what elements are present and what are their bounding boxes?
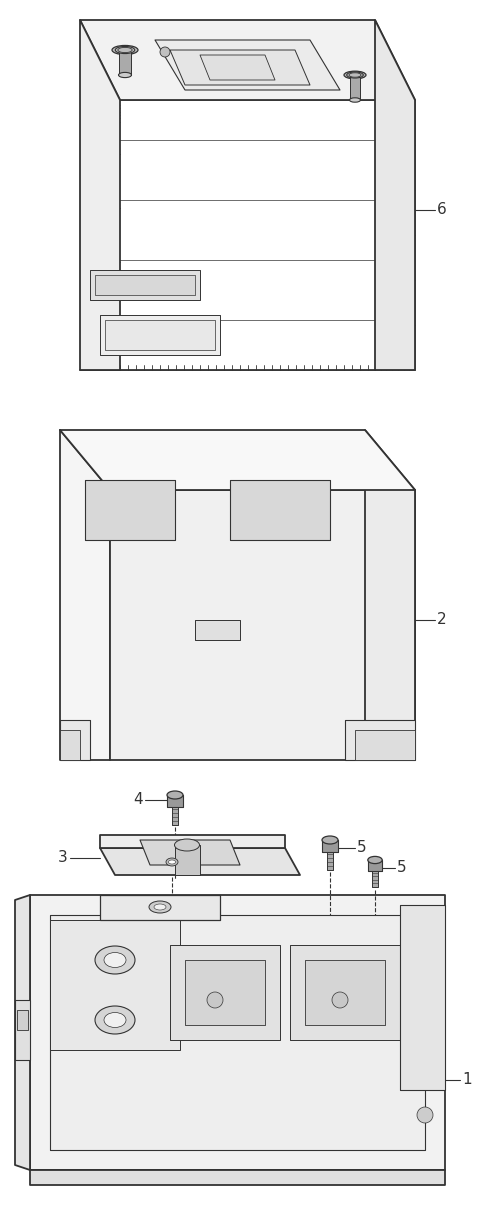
Text: 4: 4 xyxy=(133,793,143,807)
Circle shape xyxy=(417,1107,433,1123)
Polygon shape xyxy=(365,430,415,760)
Ellipse shape xyxy=(95,946,135,974)
Polygon shape xyxy=(322,840,338,852)
Polygon shape xyxy=(172,807,178,825)
Polygon shape xyxy=(290,945,400,1040)
Ellipse shape xyxy=(349,98,360,102)
Ellipse shape xyxy=(104,952,126,968)
Polygon shape xyxy=(110,490,415,760)
Polygon shape xyxy=(140,840,240,865)
Polygon shape xyxy=(85,480,175,540)
Polygon shape xyxy=(60,430,415,490)
Polygon shape xyxy=(50,915,425,1150)
Polygon shape xyxy=(90,270,200,300)
Polygon shape xyxy=(368,860,382,871)
Polygon shape xyxy=(17,1010,28,1030)
Ellipse shape xyxy=(119,72,132,77)
Polygon shape xyxy=(100,848,300,875)
Polygon shape xyxy=(230,480,330,540)
Polygon shape xyxy=(305,960,385,1025)
Ellipse shape xyxy=(347,72,363,78)
Circle shape xyxy=(160,47,170,57)
Polygon shape xyxy=(100,315,220,355)
Polygon shape xyxy=(100,835,285,848)
Polygon shape xyxy=(15,1000,30,1060)
Polygon shape xyxy=(30,1170,445,1185)
Ellipse shape xyxy=(167,790,183,799)
Polygon shape xyxy=(372,871,378,887)
Polygon shape xyxy=(80,20,415,100)
Polygon shape xyxy=(119,49,131,75)
Polygon shape xyxy=(100,895,220,919)
Polygon shape xyxy=(50,919,180,1050)
Polygon shape xyxy=(80,20,120,370)
Circle shape xyxy=(332,992,348,1009)
Ellipse shape xyxy=(115,47,135,53)
Text: 5: 5 xyxy=(357,841,367,856)
Text: 6: 6 xyxy=(437,202,447,217)
Text: 3: 3 xyxy=(58,851,68,865)
Polygon shape xyxy=(175,845,200,875)
Polygon shape xyxy=(155,40,340,90)
Polygon shape xyxy=(170,49,310,86)
Polygon shape xyxy=(60,730,80,760)
Ellipse shape xyxy=(175,839,200,851)
Polygon shape xyxy=(200,55,275,80)
Ellipse shape xyxy=(349,72,361,77)
Ellipse shape xyxy=(112,46,138,54)
Polygon shape xyxy=(60,721,90,760)
Ellipse shape xyxy=(154,904,166,910)
Text: 5: 5 xyxy=(397,860,407,876)
Ellipse shape xyxy=(118,47,132,53)
Circle shape xyxy=(207,992,223,1009)
Ellipse shape xyxy=(322,836,338,844)
Polygon shape xyxy=(170,945,280,1040)
Ellipse shape xyxy=(149,901,171,913)
Polygon shape xyxy=(30,895,445,1170)
Polygon shape xyxy=(350,75,360,100)
Polygon shape xyxy=(327,852,333,870)
Polygon shape xyxy=(95,275,195,295)
Ellipse shape xyxy=(95,1006,135,1034)
Polygon shape xyxy=(185,960,265,1025)
Polygon shape xyxy=(345,721,415,760)
Text: 1: 1 xyxy=(462,1072,472,1087)
Polygon shape xyxy=(60,430,110,760)
Polygon shape xyxy=(105,321,215,349)
Polygon shape xyxy=(15,895,30,1170)
Polygon shape xyxy=(195,621,240,640)
Ellipse shape xyxy=(104,1012,126,1028)
Ellipse shape xyxy=(368,857,382,864)
Polygon shape xyxy=(355,730,415,760)
Polygon shape xyxy=(167,795,183,807)
Polygon shape xyxy=(375,20,415,370)
Ellipse shape xyxy=(166,858,178,866)
Text: 2: 2 xyxy=(437,612,446,628)
Polygon shape xyxy=(400,905,445,1091)
Ellipse shape xyxy=(344,71,366,78)
Ellipse shape xyxy=(168,860,176,864)
